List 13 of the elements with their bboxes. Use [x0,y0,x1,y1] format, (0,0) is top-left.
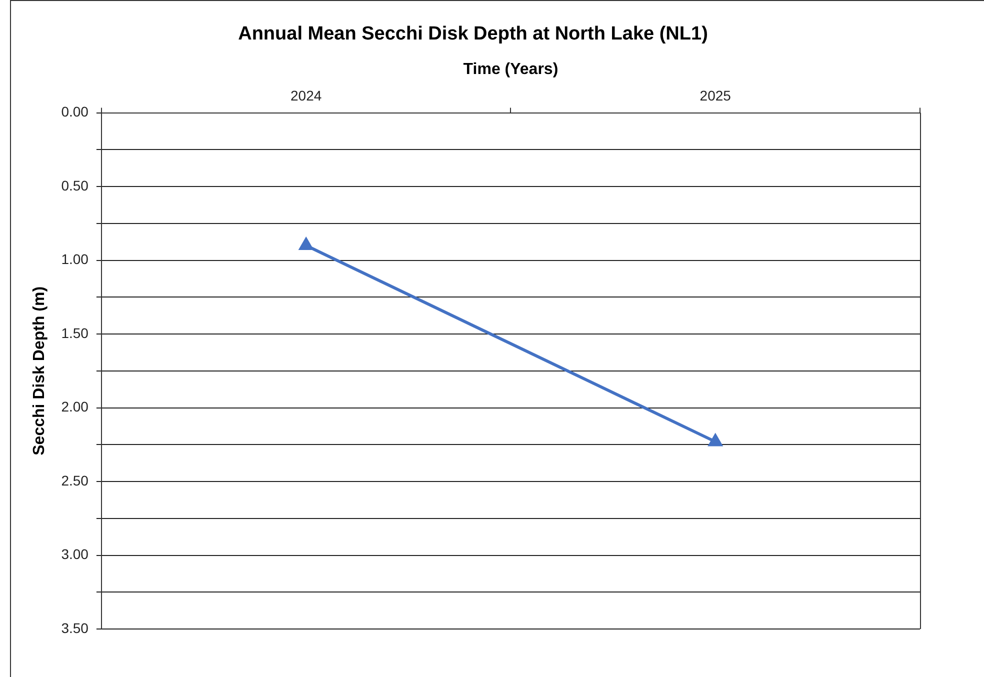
y-tick-label: 3.50 [61,620,89,636]
y-axis-title: Secchi Disk Depth (m) [31,286,48,456]
y-tick-label: 2.00 [61,398,89,415]
y-tick-label: 3.00 [61,546,89,562]
x-tick-label: 2025 [700,87,732,104]
y-tick-label: 0.00 [61,104,89,120]
x-tick-label: 2024 [290,87,322,104]
y-tick-label: 0.50 [61,177,89,194]
chart-title: Annual Mean Secchi Disk Depth at North Lake (NL1) [238,24,708,45]
x-axis-title: Time (Years) [463,60,558,78]
y-tick-label: 1.00 [61,251,89,268]
y-tick-label: 1.50 [61,324,89,341]
y-tick-label: 2.50 [61,472,89,488]
